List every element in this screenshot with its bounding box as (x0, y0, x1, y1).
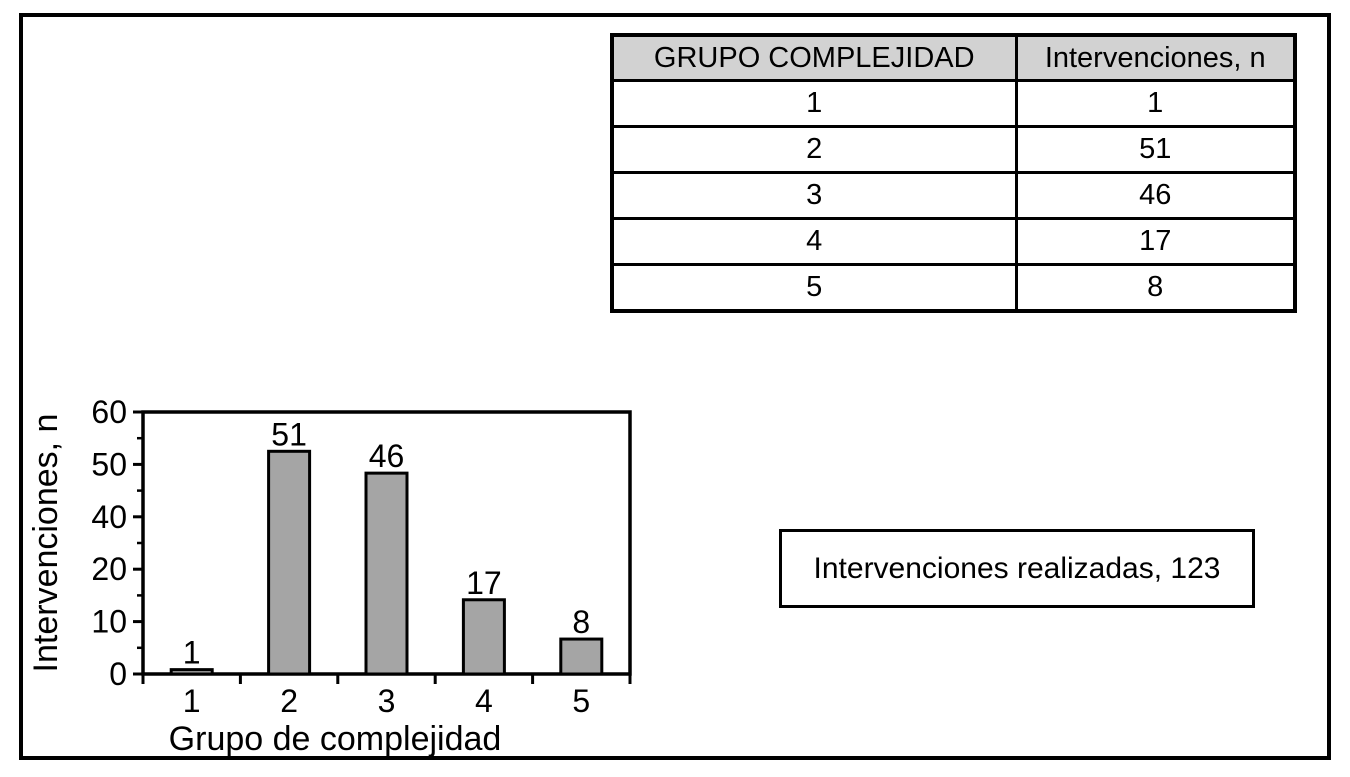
bar-value-label: 46 (369, 438, 405, 474)
bar (559, 637, 604, 676)
x-tick-label: 2 (280, 683, 298, 719)
table-cell-group: 4 (610, 217, 1018, 266)
bar-value-label: 1 (183, 635, 201, 671)
table-cell-group: 3 (610, 171, 1018, 220)
bar (461, 598, 506, 676)
table-header-intervenciones: Intervenciones, n (1014, 33, 1297, 82)
table-row: 5 8 (610, 263, 1297, 313)
bar (364, 471, 409, 676)
table-cell-count: 51 (1014, 125, 1297, 174)
x-tick-label: 3 (378, 683, 396, 719)
total-interventions-text: Intervenciones realizadas, 123 (813, 551, 1221, 585)
table-cell-group: 2 (610, 125, 1018, 174)
table-row: 1 1 (610, 79, 1297, 128)
table-header-grupo-complejidad: GRUPO COMPLEJIDAD (610, 33, 1018, 82)
y-axis-title: Intervenciones, n (30, 414, 65, 673)
x-tick-label: 4 (475, 683, 493, 719)
bar-value-label: 8 (572, 604, 590, 640)
table-cell-count: 46 (1014, 171, 1297, 220)
table-cell-count: 8 (1014, 263, 1297, 313)
total-interventions-box: Intervenciones realizadas, 123 (779, 529, 1255, 608)
bar (267, 449, 312, 676)
bar-value-label: 51 (271, 416, 307, 452)
y-tick-label: 20 (91, 551, 127, 587)
y-tick-label: 40 (91, 499, 127, 535)
table-header-row: GRUPO COMPLEJIDAD Intervenciones, n (610, 33, 1297, 82)
table-row: 2 51 (610, 125, 1297, 174)
y-tick-label: 0 (109, 656, 127, 692)
y-tick-label: 50 (91, 446, 127, 482)
table-cell-group: 1 (610, 79, 1018, 128)
bar-chart: 1 1 51 2 46 3 17 4 8 5 60 50 40 20 10 0 Intervenciones, … (27, 388, 655, 766)
bar-value-label: 17 (466, 565, 502, 601)
bar (169, 668, 214, 676)
complexity-table: GRUPO COMPLEJIDAD Intervenciones, n 1 1 … (610, 33, 1297, 313)
bar-chart-svg: 1 1 51 2 46 3 17 4 8 5 60 50 40 20 10 0 Intervenciones, … (27, 394, 632, 758)
table-row: 3 46 (610, 171, 1297, 220)
table-cell-group: 5 (610, 263, 1018, 313)
x-tick-label: 5 (572, 683, 590, 719)
table-cell-count: 1 (1014, 79, 1297, 128)
table-row: 4 17 (610, 217, 1297, 266)
y-tick-label: 60 (91, 394, 127, 430)
table-cell-count: 17 (1014, 217, 1297, 266)
x-axis-title: Grupo de complejidad (169, 720, 502, 758)
x-tick-label: 1 (183, 683, 201, 719)
y-tick-label: 10 (91, 604, 127, 640)
